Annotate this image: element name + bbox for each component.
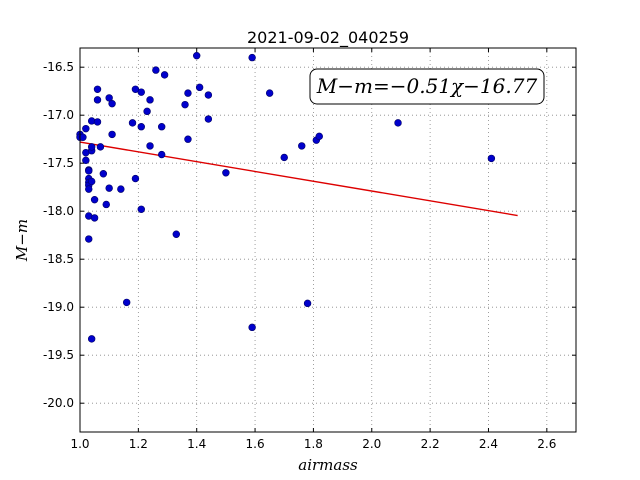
data-point (85, 235, 93, 243)
data-point (96, 143, 105, 151)
y-tick-label: -18.5 (43, 252, 74, 266)
x-tick-label: 1.2 (129, 437, 148, 451)
data-point (93, 118, 102, 126)
fit-line-group (79, 141, 518, 217)
data-point (146, 142, 154, 150)
y-tick-label: -17.5 (43, 156, 74, 170)
data-point (131, 85, 140, 93)
data-point (204, 115, 213, 123)
data-point (93, 85, 102, 93)
x-tick-label: 2.6 (537, 437, 556, 451)
data-point (108, 99, 116, 108)
data-point (137, 205, 145, 213)
x-tick-label: 2.0 (362, 437, 381, 451)
data-point (85, 167, 93, 175)
data-point (137, 123, 145, 131)
data-point (195, 83, 204, 92)
data-point (248, 323, 256, 332)
data-point (184, 89, 192, 97)
data-point (93, 96, 102, 104)
grid-lines (79, 48, 576, 432)
data-point (90, 195, 99, 204)
x-tick-label: 2.2 (421, 437, 440, 451)
data-point (394, 119, 402, 127)
data-point (265, 89, 274, 97)
data-points (76, 51, 496, 343)
x-tick-label: 2.4 (479, 437, 498, 451)
x-tick-label: 1.6 (246, 437, 265, 451)
data-point (102, 200, 110, 209)
y-tick-label: -16.5 (43, 60, 74, 74)
data-point (248, 53, 256, 62)
y-axis-label: M−m (13, 219, 31, 262)
y-tick-label: -19.5 (43, 348, 74, 362)
data-point (181, 100, 189, 109)
data-point (193, 51, 201, 60)
data-point (131, 174, 140, 183)
data-point (108, 130, 116, 139)
y-tick-label: -20.0 (43, 396, 74, 410)
data-point (146, 96, 154, 104)
data-point (87, 177, 96, 186)
annotation-box (309, 68, 545, 105)
fit-equation-box: M−m=−0.51χ−16.77 (309, 68, 545, 105)
data-point (222, 169, 230, 177)
data-point (280, 153, 288, 162)
data-point (105, 94, 113, 102)
data-point (82, 124, 90, 133)
data-point (157, 150, 166, 159)
data-point (82, 156, 90, 165)
data-point (298, 142, 306, 150)
data-point (90, 214, 99, 222)
data-point (105, 184, 113, 192)
data-point (157, 123, 166, 131)
data-point (99, 170, 108, 178)
fit-line (79, 141, 518, 217)
data-point (128, 119, 137, 127)
data-point (143, 107, 151, 116)
data-point (160, 71, 169, 79)
data-point (303, 299, 312, 308)
y-tick-label: -17.0 (43, 108, 74, 122)
data-point (184, 135, 192, 143)
data-point (122, 298, 131, 307)
data-point (315, 132, 323, 141)
data-point (87, 335, 96, 343)
y-tick-label: -19.0 (43, 300, 74, 314)
data-point (79, 133, 87, 141)
data-point (152, 66, 160, 74)
data-point (172, 230, 180, 238)
data-point (117, 185, 125, 193)
x-axis-label: airmass (298, 456, 358, 474)
data-point (85, 185, 93, 193)
fit-equation-annotation: M−m=−0.51χ−16.77 (316, 74, 538, 98)
chart-title: 2021-09-02_040259 (247, 28, 409, 48)
data-point (204, 91, 213, 99)
data-point (487, 154, 496, 163)
x-tick-label: 1.8 (304, 437, 323, 451)
plot-area-frame (79, 47, 577, 433)
axis-ticks: 1.0 1.2 1.4 1.6 1.8 2.0 2.2 2.4 2.6 -16.5 -17.0 -17… (43, 48, 576, 451)
x-tick-label: 1.4 (187, 437, 206, 451)
data-point (137, 88, 145, 96)
x-tick-label: 1.0 (70, 437, 89, 451)
y-tick-label: -18.0 (43, 204, 74, 218)
data-point (87, 143, 96, 151)
